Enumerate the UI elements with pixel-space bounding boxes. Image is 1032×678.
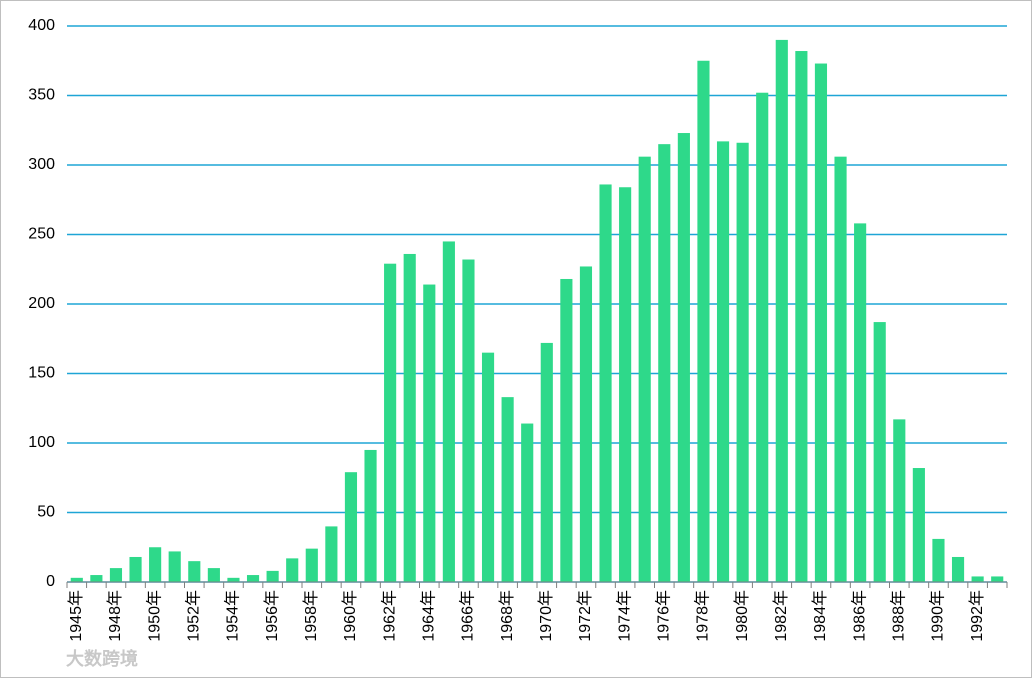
bar	[795, 51, 808, 582]
y-tick-label: 200	[28, 295, 55, 312]
bar	[619, 187, 632, 583]
x-tick-label: 1960年	[341, 590, 359, 642]
bar	[364, 449, 377, 582]
bar	[90, 575, 103, 582]
bar	[736, 142, 749, 582]
bar	[521, 423, 534, 582]
y-tick-label: 250	[28, 226, 55, 243]
bar	[325, 526, 338, 582]
x-tick-label: 1980年	[733, 590, 751, 642]
bar	[149, 547, 162, 582]
x-tick-label: 1958年	[302, 590, 320, 642]
bar	[462, 259, 475, 582]
x-tick-label: 1950年	[145, 590, 163, 642]
bar	[560, 278, 573, 582]
bar	[168, 551, 181, 582]
bar	[501, 397, 514, 582]
bar	[638, 156, 651, 582]
bar	[697, 60, 710, 582]
bar	[70, 577, 83, 582]
y-tick-label: 0	[46, 573, 55, 590]
x-tick-label: 1982年	[772, 590, 790, 642]
bar	[991, 576, 1004, 582]
bar	[305, 548, 318, 582]
x-tick-label: 1964年	[420, 590, 438, 642]
bar	[246, 575, 260, 582]
bar	[266, 570, 279, 582]
x-tick-label: 1948年	[106, 590, 124, 642]
bar	[207, 568, 220, 582]
bar	[599, 184, 612, 582]
x-tick-label: 1962年	[380, 590, 398, 642]
y-tick-label: 150	[28, 365, 55, 382]
bar	[481, 352, 495, 582]
bar	[227, 577, 240, 582]
bar	[658, 144, 671, 582]
bar	[756, 92, 769, 582]
bar	[932, 538, 945, 582]
bar	[442, 241, 455, 582]
x-tick-label: 1954年	[224, 590, 242, 642]
y-tick-label: 350	[28, 87, 55, 104]
y-tick-label: 50	[37, 504, 55, 521]
bar	[971, 576, 984, 582]
bar	[286, 558, 299, 582]
x-tick-label: 1990年	[929, 590, 947, 642]
x-tick-label: 1974年	[615, 590, 633, 642]
bar	[129, 556, 142, 582]
bar	[873, 322, 886, 582]
x-tick-label: 1968年	[498, 590, 516, 642]
bar	[540, 342, 553, 582]
x-tick-label: 1945年	[67, 590, 85, 642]
bar	[423, 284, 436, 582]
x-tick-label: 1984年	[811, 590, 829, 642]
bar	[109, 568, 123, 582]
bar	[403, 253, 416, 582]
x-tick-label: 1956年	[263, 590, 281, 642]
y-tick-label: 100	[28, 434, 55, 451]
x-tick-label: 1972年	[576, 590, 594, 642]
x-tick-label: 1988年	[890, 590, 908, 642]
bar	[854, 223, 867, 582]
bar	[814, 63, 828, 582]
y-tick-label: 300	[28, 156, 55, 173]
x-tick-label: 1992年	[968, 590, 986, 642]
bar	[344, 472, 358, 582]
x-tick-label: 1970年	[537, 590, 555, 642]
bar	[384, 263, 397, 582]
bar	[775, 39, 788, 582]
bar	[677, 133, 690, 582]
bar	[893, 419, 906, 582]
x-tick-label: 1976年	[655, 590, 673, 642]
bar	[912, 468, 925, 582]
bar	[834, 156, 847, 582]
x-tick-label: 1978年	[694, 590, 712, 642]
watermark: 大数跨境	[66, 648, 138, 669]
bar	[951, 556, 965, 582]
y-tick-label: 400	[28, 17, 55, 34]
x-tick-label: 1986年	[850, 590, 868, 642]
bar	[579, 266, 593, 582]
x-tick-label: 1952年	[185, 590, 203, 642]
bar	[716, 141, 730, 582]
bar	[188, 561, 201, 582]
x-tick-label: 1966年	[459, 590, 477, 642]
